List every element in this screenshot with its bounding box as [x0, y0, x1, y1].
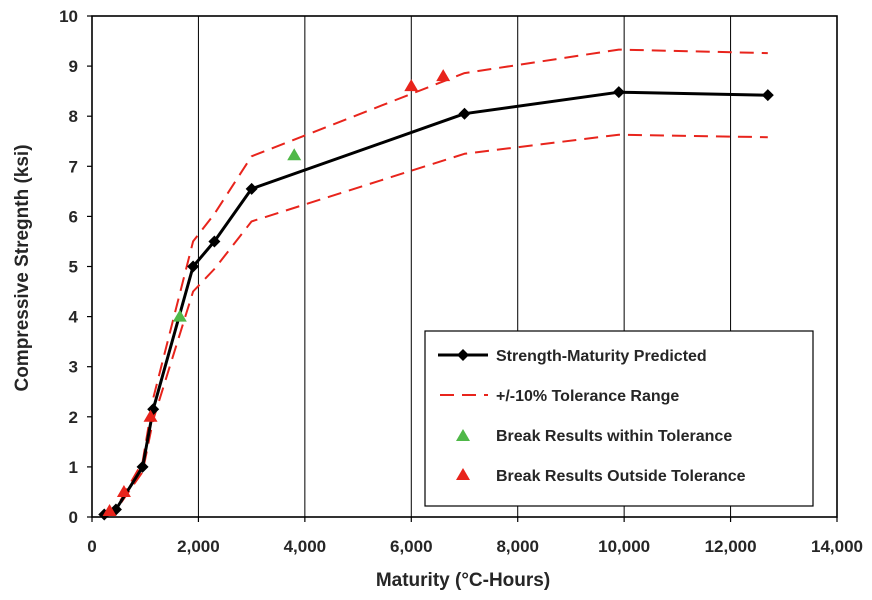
predicted-diamond-marker — [245, 182, 258, 195]
y-tick-label: 7 — [69, 157, 78, 176]
tolerance-upper-line — [103, 48, 768, 515]
y-tick-label: 6 — [69, 207, 78, 226]
legend-swatch-red-triangle-icon — [456, 468, 470, 480]
legend-swatch-green-triangle-icon — [456, 429, 470, 441]
legend-item-within: Break Results within Tolerance — [456, 428, 732, 445]
x-tick-label: 0 — [87, 537, 96, 556]
outside-tolerance-triangle-marker — [102, 503, 117, 516]
predicted-diamond-marker — [612, 86, 625, 99]
x-tick-label: 6,000 — [390, 537, 433, 556]
outside-tolerance-triangle-marker — [116, 484, 131, 497]
x-tick-label: 12,000 — [705, 537, 757, 556]
predicted-diamond-marker — [187, 260, 200, 273]
legend: Strength-Maturity Predicted +/-10% Toler… — [424, 330, 814, 507]
predicted-diamond-marker — [761, 89, 774, 102]
legend-label-tolerance: +/-10% Tolerance Range — [496, 388, 679, 405]
legend-item-tolerance: +/-10% Tolerance Range — [438, 388, 679, 405]
y-tick-label: 8 — [69, 107, 78, 126]
legend-swatch-predicted-diamond-icon — [457, 349, 469, 361]
x-tick-label: 8,000 — [496, 537, 539, 556]
legend-item-predicted: Strength-Maturity Predicted — [438, 348, 707, 365]
series-layer — [103, 48, 768, 516]
y-tick-label: 1 — [69, 458, 78, 477]
within-tolerance-triangle-marker — [172, 309, 187, 322]
outside-tolerance-triangle-marker — [404, 79, 419, 92]
predicted-diamond-marker — [458, 107, 471, 120]
within-tolerance-triangle-marker — [287, 148, 302, 161]
tick-layer: 0 2,000 4,000 6,000 8,000 10,000 12,000 14,000 0… — [59, 7, 863, 556]
x-tick-label: 14,000 — [811, 537, 863, 556]
marker-layer — [98, 69, 774, 521]
predicted-line — [103, 90, 768, 516]
predicted-diamond-marker — [208, 235, 221, 248]
y-axis-title: Compressive Stregnth (ksi) — [12, 144, 33, 391]
legend-box — [424, 330, 814, 507]
y-tick-label: 2 — [69, 408, 78, 427]
legend-label-predicted: Strength-Maturity Predicted — [496, 348, 707, 365]
y-tick-label: 9 — [69, 57, 78, 76]
predicted-diamond-marker — [136, 460, 149, 473]
outside-tolerance-triangle-marker — [143, 409, 158, 422]
y-tick-label: 0 — [69, 508, 78, 527]
y-tick-label: 5 — [69, 258, 78, 277]
x-tick-label: 4,000 — [284, 537, 327, 556]
y-tick-label: 3 — [69, 358, 78, 377]
x-tick-label: 2,000 — [177, 537, 220, 556]
legend-item-outside: Break Results Outside Tolerance — [456, 468, 746, 485]
legend-label-outside: Break Results Outside Tolerance — [496, 468, 746, 485]
x-axis-title: Maturity (°C-Hours) — [376, 570, 550, 591]
y-tick-label: 10 — [59, 7, 78, 26]
x-tick-label: 10,000 — [598, 537, 650, 556]
legend-label-within: Break Results within Tolerance — [496, 428, 732, 445]
y-tick-label: 4 — [69, 308, 79, 327]
outside-tolerance-triangle-marker — [436, 69, 451, 82]
